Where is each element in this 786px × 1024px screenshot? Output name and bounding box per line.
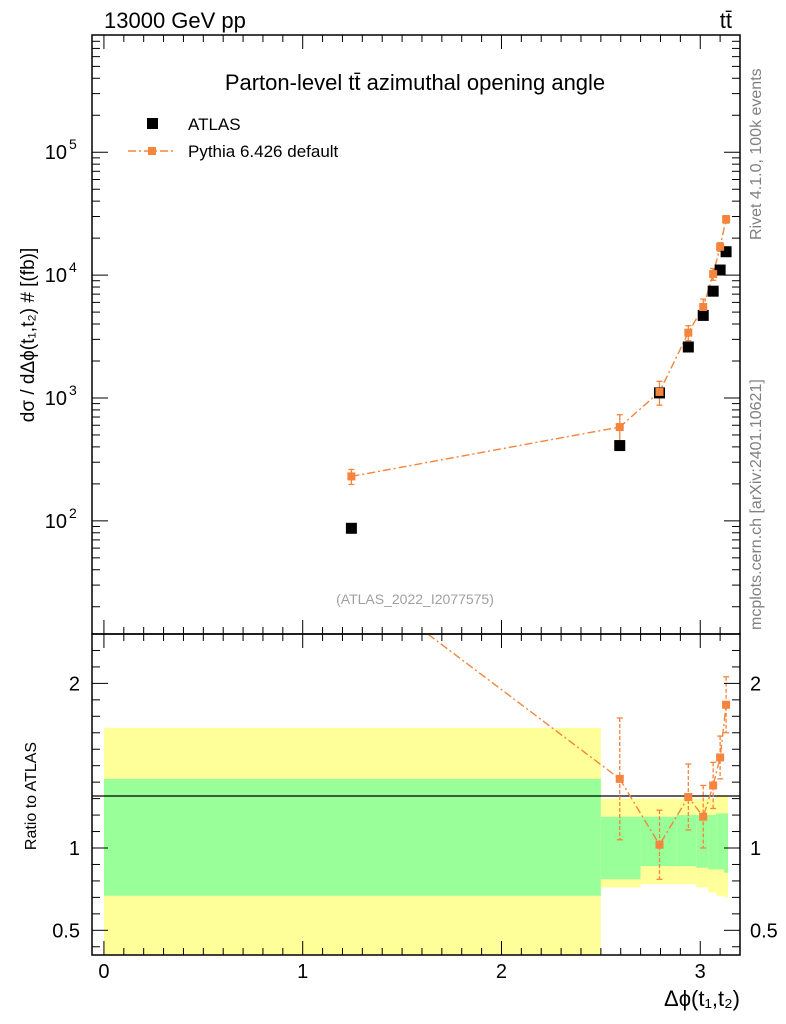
stat-uncertainty-band — [696, 815, 709, 868]
legend-marker-pythia — [148, 147, 156, 155]
x-ticks: 0 1 2 3 — [98, 634, 741, 983]
chart-title: Parton-level tt̄ azimuthal opening angle — [225, 70, 605, 95]
x-tick-label: 3 — [695, 961, 706, 983]
y-tick-exponent-main: 2 — [69, 505, 77, 521]
pythia-line — [351, 219, 727, 478]
x-axis-label: Δϕ(t₁,t₂) — [664, 986, 740, 1011]
y-axis-label-ratio: Ratio to ATLAS — [23, 742, 40, 850]
pythia-ratio-point — [716, 753, 725, 762]
pythia-ratio-point — [655, 840, 664, 849]
pythia-data-point — [709, 270, 718, 279]
atlas-data-point — [707, 285, 719, 297]
pythia-ratio-point — [615, 774, 624, 783]
pythia-data-point — [655, 387, 664, 396]
y-tick-label-ratio: 1 — [69, 838, 80, 860]
ratio-marks — [426, 634, 731, 880]
y-tick-label-main: 10 — [45, 511, 67, 533]
ratio-ticks: 0.5 0.5 1 1 2 2 — [52, 633, 778, 948]
pythia-data-point — [615, 423, 624, 432]
ratio-panel: 0.5 0.5 1 1 2 2 — [52, 633, 778, 956]
x-tick-label: 1 — [297, 961, 308, 983]
y-tick-label-ratio-right: 2 — [750, 673, 761, 695]
pythia-data-point — [716, 242, 725, 251]
y-tick-exponent-main: 5 — [69, 136, 77, 152]
stat-uncertainty-band — [708, 815, 717, 870]
mcplots-label: mcplots.cern.ch [arXiv:2401.10621] — [748, 379, 765, 630]
y-axis-label-main: dσ / dΔϕ(t₁,t₂) # [(fb)] — [18, 248, 39, 423]
y-tick-label-ratio: 0.5 — [52, 920, 80, 942]
pythia-data-point — [684, 328, 693, 337]
y-tick-label-main: 10 — [45, 265, 67, 287]
legend-label-atlas: ATLAS — [188, 115, 241, 134]
atlas-data-point — [614, 440, 626, 452]
atlas-data-point — [714, 264, 726, 276]
y-tick-label-ratio: 2 — [69, 673, 80, 695]
atlas-data-point — [720, 246, 732, 258]
pythia-ratio-point — [722, 700, 731, 709]
legend-label-pythia: Pythia 6.426 default — [188, 142, 339, 161]
atlas-data-point — [682, 341, 694, 353]
pythia-data-point — [347, 472, 356, 481]
atlas-data-point — [697, 309, 709, 321]
pythia-ratio-point — [709, 781, 718, 790]
ratio-bands — [103, 727, 729, 955]
ratio-frame — [91, 633, 741, 956]
analysis-ref: (ATLAS_2022_I2077575) — [336, 591, 494, 607]
energy-label: 13000 GeV pp — [104, 8, 246, 33]
stat-uncertainty-band — [716, 813, 725, 870]
process-label: tt̄ — [720, 8, 732, 33]
y-tick-label-ratio-right: 1 — [750, 838, 761, 860]
stat-uncertainty-band — [676, 815, 697, 867]
pythia-ratio-point — [699, 812, 708, 821]
y-tick-label-main: 10 — [45, 142, 67, 164]
atlas-data-point — [345, 522, 357, 534]
ratio-series — [426, 634, 731, 880]
stat-uncertainty-band — [600, 816, 641, 880]
y-tick-exponent-main: 3 — [69, 382, 77, 398]
pythia-data-point — [699, 303, 708, 312]
y-tick-label-ratio-right: 0.5 — [750, 920, 778, 942]
x-tick-label: 2 — [496, 961, 507, 983]
stat-uncertainty-band — [724, 813, 729, 873]
pythia-data-point — [722, 215, 731, 224]
y-tick-label-main: 10 — [45, 388, 67, 410]
y-tick-exponent-main: 4 — [69, 259, 77, 275]
pythia-ratio-point — [684, 792, 693, 801]
main-marks — [345, 214, 732, 534]
legend: ATLAS Pythia 6.426 default — [128, 115, 339, 161]
stat-uncertainty-band — [103, 778, 601, 896]
legend-marker-atlas — [147, 118, 158, 129]
x-tick-label: 0 — [98, 961, 109, 983]
pythia-ratio-line — [426, 634, 727, 847]
rivet-label: Rivet 4.1.0, 100k events — [748, 68, 765, 240]
